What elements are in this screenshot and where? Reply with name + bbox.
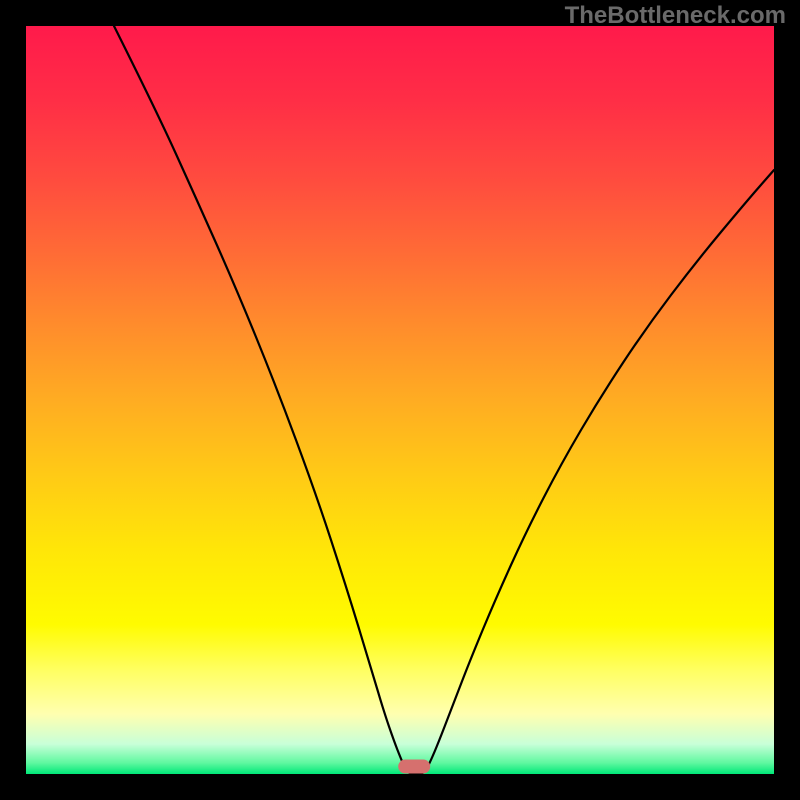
plot-background xyxy=(26,26,774,774)
optimal-marker xyxy=(398,760,430,774)
chart-container: { "canvas": { "width": 800, "height": 80… xyxy=(0,0,800,800)
chart-svg xyxy=(0,0,800,800)
watermark-text: TheBottleneck.com xyxy=(565,2,786,30)
